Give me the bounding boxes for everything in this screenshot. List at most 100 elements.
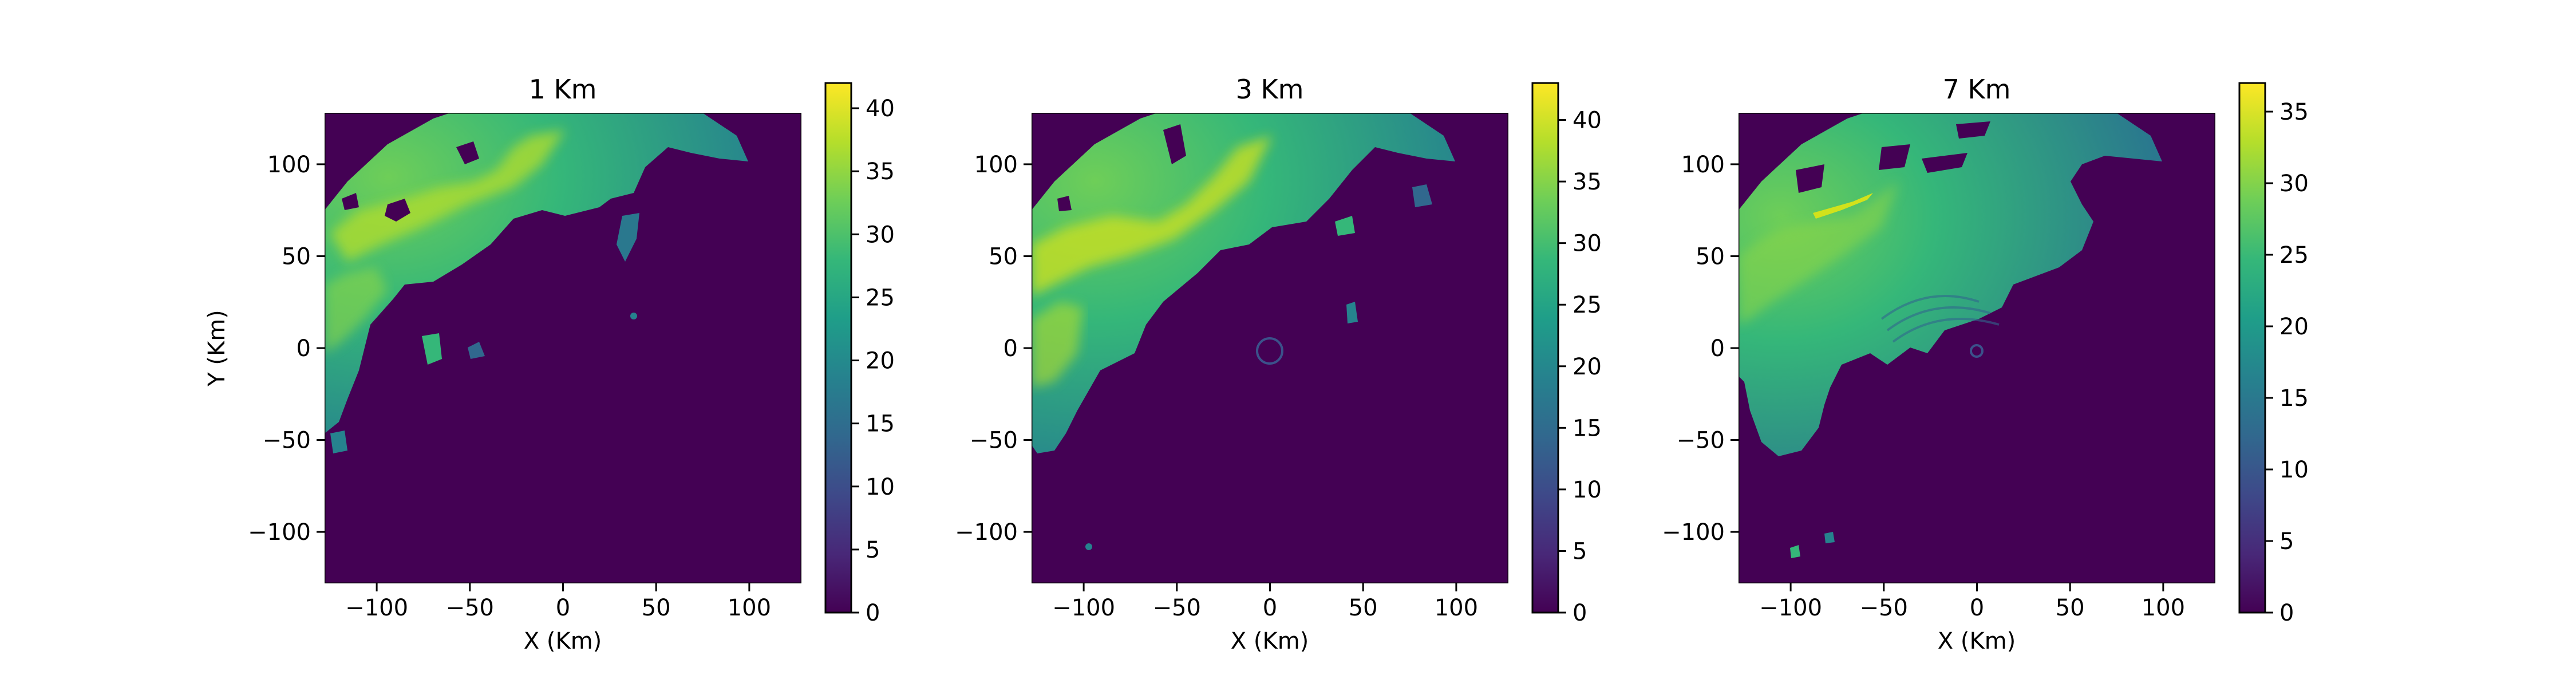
panel-2-core-echo (1032, 136, 1272, 296)
colorbar-tick-label: 5 (1573, 538, 1587, 564)
colorbar-tick-label: 30 (866, 222, 895, 248)
panel-3-gap-1 (1796, 164, 1824, 193)
panel-2-main-echo (1032, 113, 1455, 453)
panel-1-gap-1 (385, 199, 410, 222)
colorbar-tick-label: 25 (2279, 242, 2309, 269)
y-tick-label: −50 (263, 428, 311, 454)
y-tick-label: −100 (955, 519, 1018, 546)
panel-2-cell-3 (1346, 302, 1358, 323)
panel-3-arc-3 (1892, 318, 2000, 343)
panel-1-core-echo (330, 130, 565, 262)
x-tick-label: 0 (556, 595, 570, 621)
colorbar-tick-label: 0 (1573, 600, 1587, 626)
colorbar-tick-label: 0 (866, 600, 880, 626)
panel-3-y-ticks: −100 −50 0 50 100 (1662, 152, 1739, 546)
panel-2-cell-1 (1335, 216, 1355, 236)
x-tick-label: 50 (642, 595, 671, 621)
y-tick-label: −100 (1662, 519, 1725, 546)
panel-1-cell-4 (330, 431, 347, 453)
x-tick-label: −50 (1153, 595, 1201, 621)
panel-2-core-echo-2 (1032, 302, 1083, 388)
panel-2-gap-2 (1057, 196, 1072, 211)
colorbar-tick-label: 40 (1573, 108, 1602, 134)
panel-3-arc-1 (1880, 295, 1980, 320)
panel-2-x-axis-label: X (Km) (1231, 628, 1309, 654)
y-tick-label: −50 (1677, 428, 1725, 454)
panel-3-core-echo (1739, 181, 1899, 325)
colorbar-tick-label: 0 (2279, 600, 2294, 626)
panel-3-echo-field (1739, 113, 2162, 558)
x-tick-label: 100 (2142, 595, 2185, 621)
colorbar-tick-label: 5 (2279, 528, 2294, 555)
colorbar-tick-label: 40 (866, 96, 895, 122)
colorbar-tick-label: 15 (866, 411, 895, 437)
y-tick-label: 100 (267, 152, 311, 178)
x-tick-label: 50 (1349, 595, 1378, 621)
panel-3-colorbar-ticks: 0 5 10 15 20 25 30 35 (2265, 99, 2309, 626)
panel-2-cell-4 (1085, 543, 1092, 550)
colorbar-tick-label: 20 (866, 348, 895, 374)
colorbar-tick-label: 10 (1573, 477, 1602, 503)
y-tick-label: 50 (282, 243, 311, 270)
panel-1-cell-1 (617, 213, 639, 262)
colorbar-tick-label: 10 (2279, 457, 2309, 483)
colorbar-tick-label: 30 (1573, 231, 1602, 257)
x-tick-label: 100 (728, 595, 771, 621)
panel-1-cell-2 (422, 333, 442, 365)
y-tick-label: −100 (248, 519, 311, 546)
panel-3-ring (1970, 344, 1984, 358)
panel-1-cell-5 (630, 313, 637, 319)
panel-2-colorbar-frame (1531, 82, 1559, 614)
panel-3-plot-area (1739, 113, 2215, 583)
colorbar-tick-label: 5 (866, 537, 880, 563)
panel-2-colorbar-ticks: 0 5 10 15 20 25 30 35 40 (1558, 108, 1602, 626)
panel-3-colorbar-fill (2239, 83, 2265, 613)
panel-3-gap-4 (1956, 121, 1990, 139)
colorbar-tick-label: 30 (2279, 171, 2309, 197)
panel-2-title: 3 Km (1236, 74, 1304, 105)
x-tick-label: 0 (1970, 595, 1984, 621)
y-tick-label: 0 (1710, 335, 1725, 362)
y-tick-label: 100 (974, 152, 1018, 178)
y-tick-label: −50 (970, 428, 1018, 454)
colorbar-tick-label: 35 (866, 159, 895, 185)
panel-2-plot-area (1032, 113, 1508, 583)
panel-2-colorbar: 0 5 10 15 20 25 30 35 40 (1531, 82, 1602, 626)
panel-1-y-axis-label: Y (Km) (204, 310, 230, 387)
panel-1-gap-2 (456, 141, 479, 164)
panel-2-ring (1256, 337, 1283, 365)
panel-2-cell-2 (1412, 184, 1432, 207)
panel-1-plot-area (325, 113, 801, 583)
colorbar-tick-label: 35 (2279, 99, 2309, 125)
colorbar-tick-label: 10 (866, 474, 895, 500)
panel-1-colorbar: 0 5 10 15 20 25 30 35 40 (824, 82, 895, 626)
panel-1-x-ticks: −100 −50 0 50 100 (345, 583, 771, 621)
x-tick-label: 100 (1435, 595, 1478, 621)
colorbar-tick-label: 15 (2279, 385, 2309, 412)
panel-3-gap-2 (1879, 144, 1910, 170)
panel-3-x-ticks: −100 −50 0 50 100 (1759, 583, 2185, 621)
panel-1-echo-field (325, 113, 748, 453)
x-tick-label: −100 (1759, 595, 1822, 621)
y-tick-label: 0 (1003, 335, 1018, 362)
y-tick-label: 100 (1681, 152, 1725, 178)
panel-3-cell-1 (1790, 545, 1800, 558)
panel-2-colorbar-fill (1532, 83, 1558, 613)
panel-1-y-ticks: −100 −50 0 50 100 (248, 152, 325, 546)
panel-3-title: 7 Km (1943, 74, 2011, 105)
x-tick-label: 50 (2056, 595, 2085, 621)
panel-1-gap-3 (342, 193, 359, 210)
panel-2-gap-1 (1163, 124, 1186, 164)
panel-3-cell-2 (1824, 532, 1835, 543)
x-tick-label: −50 (1860, 595, 1908, 621)
panel-3-x-axis-label: X (Km) (1938, 628, 2016, 654)
x-tick-label: −100 (345, 595, 408, 621)
panel-2-x-ticks: −100 −50 0 50 100 (1052, 583, 1478, 621)
colorbar-tick-label: 25 (866, 285, 895, 311)
x-tick-label: −100 (1052, 595, 1115, 621)
panel-1-colorbar-ticks: 0 5 10 15 20 25 30 35 40 (851, 96, 895, 626)
panel-2-y-ticks: −100 −50 0 50 100 (955, 152, 1032, 546)
